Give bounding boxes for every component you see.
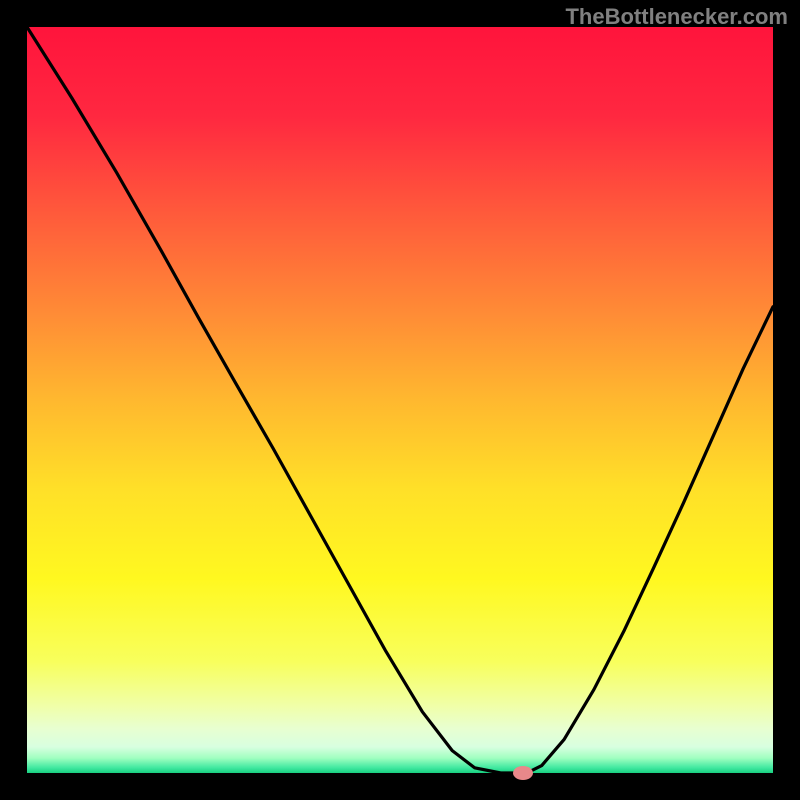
bottleneck-curve — [27, 27, 773, 773]
bottleneck-chart: TheBottlenecker.com — [0, 0, 800, 800]
chart-svg — [0, 0, 800, 800]
watermark-text: TheBottlenecker.com — [565, 4, 788, 30]
optimal-marker — [513, 766, 533, 780]
plot-background — [27, 27, 773, 773]
